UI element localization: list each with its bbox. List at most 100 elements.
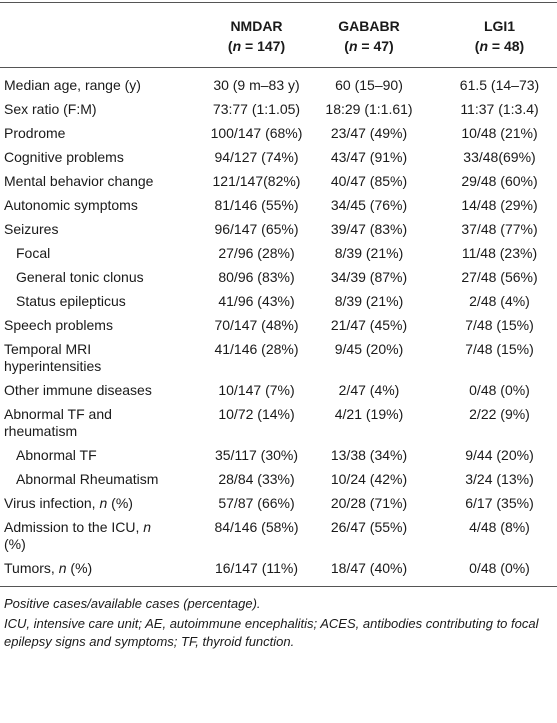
table-row: Speech problems 70/147 (48%) 21/47 (45%) 7/… bbox=[0, 314, 557, 338]
table-row: General tonic clonus 80/96 (83%) 34/39 (87… bbox=[0, 266, 557, 290]
table-cell: 27/48 (56%) bbox=[461, 269, 538, 285]
column-count: (n = 47) bbox=[318, 36, 420, 68]
table-cell: 11:37 (1:3.4) bbox=[460, 101, 539, 117]
table-cell: 23/47 (49%) bbox=[330, 125, 408, 141]
text-segment: n bbox=[232, 38, 242, 54]
text-segment: Other immune diseases bbox=[4, 382, 152, 398]
table-row: Admission to the ICU, n (%) 84/146 (58%) 2… bbox=[0, 516, 557, 557]
text-segment: Abnormal Rheumatism bbox=[16, 471, 159, 487]
table-cell: 9/44 (20%) bbox=[465, 447, 534, 463]
text-segment: Autonomic symptoms bbox=[4, 197, 138, 213]
table-cell: 14/48 (29%) bbox=[461, 197, 538, 213]
header-row: (n = 147) (n = 47) (n = 48) bbox=[0, 36, 557, 68]
table-cell: 94/127 (74%) bbox=[214, 149, 299, 165]
column-count: (n = 48) bbox=[420, 36, 557, 68]
table-cell: 33/48(69%) bbox=[463, 149, 536, 165]
table-cell: 4/21 (19%) bbox=[334, 406, 404, 422]
text-segment: n bbox=[348, 38, 358, 54]
column-count: (n = 147) bbox=[195, 36, 318, 68]
row-label: Speech problems bbox=[0, 314, 195, 338]
table-row: Autonomic symptoms 81/146 (55%) 34/45 (76%… bbox=[0, 194, 557, 218]
row-label: Tumors, n (%) bbox=[0, 557, 195, 587]
table-cell: 60 (15–90) bbox=[335, 77, 403, 93]
table-figure: NMDAR GABABR LGI1 (n = 147) (n = 47) (n = 48… bbox=[0, 2, 557, 651]
table-cell: 37/48 (77%) bbox=[461, 221, 538, 237]
table-cell: 57/87 (66%) bbox=[218, 495, 295, 511]
table-cell: 81/146 (55%) bbox=[214, 197, 299, 213]
table-cell: 70/147 (48%) bbox=[214, 317, 299, 333]
row-label: General tonic clonus bbox=[0, 266, 195, 290]
row-label: Abnormal TF bbox=[0, 444, 195, 468]
row-label: Seizures bbox=[0, 218, 195, 242]
text-segment: n bbox=[479, 38, 489, 54]
table-row: Abnormal TF and rheumatism 10/72 (14%) 4/2… bbox=[0, 403, 557, 444]
table-cell: 10/72 (14%) bbox=[218, 406, 295, 422]
row-label: Focal bbox=[0, 242, 195, 266]
table-cell: 10/24 (42%) bbox=[330, 471, 408, 487]
text-segment: Abnormal TF bbox=[16, 447, 97, 463]
table-row: Virus infection, n (%) 57/87 (66%) 20/28 (… bbox=[0, 492, 557, 516]
table-cell: 26/47 (55%) bbox=[330, 519, 408, 535]
row-label: Mental behavior change bbox=[0, 170, 195, 194]
table-row: Sex ratio (F:M) 73:77 (1:1.05) 18:29 (1:1.… bbox=[0, 98, 557, 122]
row-label: Status epilepticus bbox=[0, 290, 195, 314]
table-cell: 34/45 (76%) bbox=[330, 197, 408, 213]
row-label: Abnormal TF and rheumatism bbox=[0, 403, 195, 444]
table-cell: 28/84 (33%) bbox=[218, 471, 295, 487]
header-blank bbox=[0, 2, 195, 36]
table-cell: 11/48 (23%) bbox=[461, 245, 538, 261]
column-header: GABABR bbox=[318, 2, 420, 36]
text-segment: ( bbox=[344, 38, 349, 54]
text-segment: Speech problems bbox=[4, 317, 113, 333]
table-cell: 43/47 (91%) bbox=[330, 149, 408, 165]
table-cell: 2/47 (4%) bbox=[338, 382, 400, 398]
table-cell: 21/47 (45%) bbox=[330, 317, 408, 333]
table-cell: 61.5 (14–73) bbox=[459, 77, 540, 93]
table-cell: 7/48 (15%) bbox=[465, 317, 534, 333]
table-cell: 27/96 (28%) bbox=[218, 245, 295, 261]
table-cell: 73:77 (1:1.05) bbox=[212, 101, 301, 117]
table-row: Prodrome 100/147 (68%) 23/47 (49%) 10/48 (2… bbox=[0, 122, 557, 146]
table-cell: 10/48 (21%) bbox=[461, 125, 538, 141]
row-label: Abnormal Rheumatism bbox=[0, 468, 195, 492]
text-segment: = 48) bbox=[488, 38, 525, 54]
column-header: NMDAR bbox=[195, 2, 318, 36]
row-label: Other immune diseases bbox=[0, 379, 195, 403]
text-segment: General tonic clonus bbox=[16, 269, 144, 285]
table-cell: 20/28 (71%) bbox=[330, 495, 408, 511]
column-header: LGI1 bbox=[420, 2, 557, 36]
table-row: Focal 27/96 (28%) 8/39 (21%) 11/48 (23%) bbox=[0, 242, 557, 266]
table-cell: 30 (9 m–83 y) bbox=[213, 77, 300, 93]
text-segment: = 47) bbox=[357, 38, 394, 54]
table-row: Temporal MRI hyperintensities 41/146 (28%… bbox=[0, 338, 557, 379]
table-header: NMDAR GABABR LGI1 (n = 147) (n = 47) (n = 48… bbox=[0, 2, 557, 68]
table-cell: 7/48 (15%) bbox=[465, 341, 534, 357]
table-cell: 18:29 (1:1.61) bbox=[325, 101, 413, 117]
text-segment: Prodrome bbox=[4, 125, 66, 141]
text-segment: Temporal MRI hyperintensities bbox=[4, 341, 102, 374]
table-cell: 80/96 (83%) bbox=[218, 269, 295, 285]
footnotes: Positive cases/available cases (percenta… bbox=[0, 587, 557, 651]
table-row: Status epilepticus 41/96 (43%) 8/39 (21%) 2… bbox=[0, 290, 557, 314]
table-row: Other immune diseases 10/147 (7%) 2/47 (4%… bbox=[0, 379, 557, 403]
row-label: Prodrome bbox=[0, 122, 195, 146]
row-label: Temporal MRI hyperintensities bbox=[0, 338, 195, 379]
table-cell: 13/38 (34%) bbox=[330, 447, 408, 463]
text-segment: (%) bbox=[4, 536, 26, 552]
table-row: Median age, range (y) 30 (9 m–83 y) 60 (15… bbox=[0, 68, 557, 99]
table-cell: 0/48 (0%) bbox=[469, 382, 530, 398]
table-cell: 96/147 (65%) bbox=[214, 221, 299, 237]
table-cell: 16/147 (11%) bbox=[195, 557, 318, 587]
table-cell: 84/146 (58%) bbox=[214, 519, 299, 535]
table-cell: 18/47 (40%) bbox=[318, 557, 420, 587]
table-cell: 4/48 (8%) bbox=[469, 519, 530, 535]
row-label: Virus infection, n (%) bbox=[0, 492, 195, 516]
table-cell: 0/48 (0%) bbox=[420, 557, 557, 587]
table-row: Tumors, n (%) 16/147 (11%) 18/47 (40%) 0/48… bbox=[0, 557, 557, 587]
text-segment: Sex ratio (F:M) bbox=[4, 101, 97, 117]
table-cell: 2/22 (9%) bbox=[469, 406, 530, 422]
text-segment: Mental behavior change bbox=[4, 173, 154, 189]
table-cell: 39/47 (83%) bbox=[330, 221, 408, 237]
row-label: Admission to the ICU, n (%) bbox=[0, 516, 195, 557]
table-cell: 2/48 (4%) bbox=[469, 293, 530, 309]
